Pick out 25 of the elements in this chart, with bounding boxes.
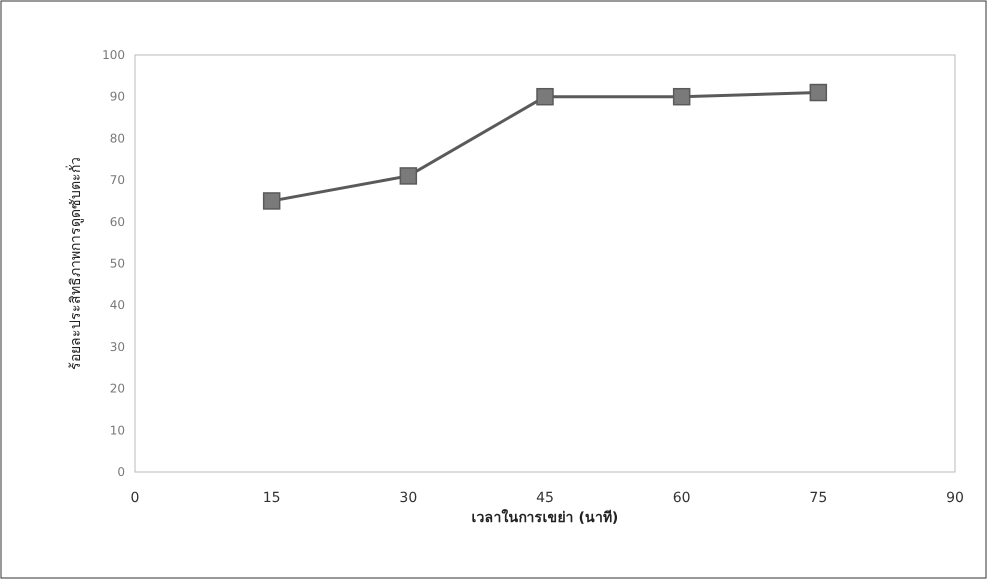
y-tick-label: 30 bbox=[110, 340, 125, 354]
y-tick-label: 60 bbox=[110, 214, 125, 229]
y-axis-title: ร้อยละประสิทธิภาพการดูดซับตะกั่ว bbox=[66, 157, 84, 370]
y-tick-label: 100 bbox=[102, 48, 125, 62]
x-tick-label: 45 bbox=[536, 490, 554, 506]
y-tick-label: 50 bbox=[110, 256, 125, 270]
y-tick-label: 10 bbox=[110, 423, 125, 438]
x-tick-label: 0 bbox=[130, 490, 140, 506]
point bbox=[262, 192, 280, 210]
y-tick-label: 80 bbox=[110, 131, 125, 146]
y-tick-label: 70 bbox=[110, 173, 125, 188]
x-tick-label: 90 bbox=[946, 490, 964, 506]
y-tick-label: 40 bbox=[110, 298, 125, 312]
x-tick-label: 75 bbox=[809, 490, 828, 506]
x-tick-label: 30 bbox=[399, 490, 418, 506]
x-tick-label: 60 bbox=[672, 490, 691, 506]
x-tick-label: 15 bbox=[262, 490, 281, 506]
y-tick-label: 20 bbox=[110, 382, 125, 396]
y-tick-label: 90 bbox=[110, 90, 125, 104]
point bbox=[536, 88, 554, 106]
y-tick-label: 0 bbox=[117, 465, 125, 479]
point bbox=[672, 88, 690, 106]
x-axis-title: เวลาในการเขย่า (นาที) bbox=[472, 508, 618, 526]
point bbox=[400, 167, 418, 185]
point bbox=[810, 84, 828, 102]
